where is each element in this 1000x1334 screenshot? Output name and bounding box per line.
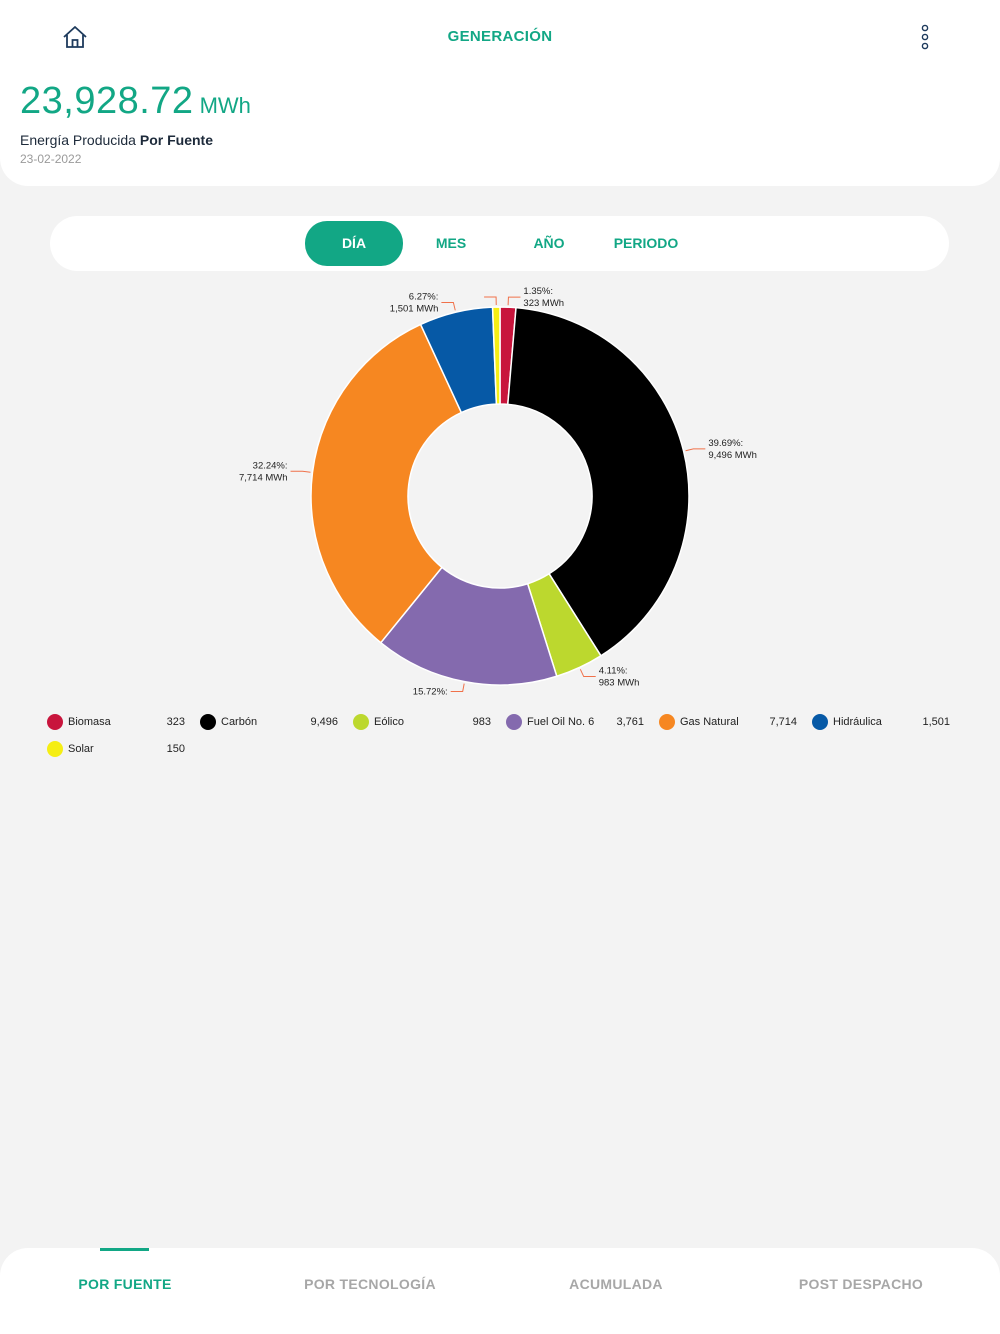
- data-label-gas-natural: 32.24%: 7,714 MWh: [239, 460, 288, 483]
- legend-label: Biomasa: [68, 716, 111, 728]
- data-label-fuel-oil-no-6: 15.72%:: [413, 686, 448, 697]
- leader-line-eolico: [579, 669, 596, 678]
- leader-line-biomasa: [507, 296, 521, 306]
- header: GENERACIÓN 23,928.72 MWh Energía Producid…: [0, 0, 1000, 186]
- home-button[interactable]: [60, 22, 90, 52]
- legend-value: 3,761: [616, 716, 644, 728]
- subtitle: Energía Producida Por Fuente: [20, 132, 213, 148]
- legend-color-dot: [200, 714, 216, 730]
- period-tabs: DÍA MES AÑO PERIODO: [50, 216, 949, 271]
- home-icon: [63, 26, 87, 48]
- legend-item[interactable]: Biomasa 323: [40, 710, 193, 732]
- legend-value: 7,714: [769, 716, 797, 728]
- data-label-carbon: 39.69%: 9,496 MWh: [708, 438, 757, 461]
- leader-line-hidraulica: [441, 302, 456, 311]
- legend-color-dot: [506, 714, 522, 730]
- legend-item[interactable]: Eólico 983: [346, 710, 499, 732]
- data-label-eolico: 4.11%: 983 MWh: [599, 666, 640, 689]
- legend-value: 323: [166, 716, 185, 728]
- tab-ano[interactable]: AÑO: [533, 235, 565, 251]
- tab-dia[interactable]: DÍA: [305, 221, 403, 266]
- legend-color-dot: [812, 714, 828, 730]
- legend-label: Gas Natural: [680, 716, 739, 728]
- subtitle-bold: Por Fuente: [139, 132, 213, 148]
- legend-item[interactable]: Carbón 9,496: [193, 710, 346, 732]
- leader-line-fuel-oil-no-6: [450, 683, 465, 692]
- nav-post-despacho[interactable]: POST DESPACHO: [798, 1276, 924, 1292]
- leader-line-carbon: [685, 448, 706, 452]
- page-title: GENERACIÓN: [447, 28, 553, 45]
- legend-item[interactable]: Fuel Oil No. 6 3,761: [499, 710, 652, 732]
- total-unit: MWh: [199, 93, 251, 118]
- leader-line-solar: [484, 296, 497, 306]
- legend-value: 983: [472, 716, 491, 728]
- legend-color-dot: [659, 714, 675, 730]
- legend-color-dot: [47, 741, 63, 757]
- legend-item[interactable]: Solar 150: [40, 737, 193, 759]
- report-date: 23-02-2022: [20, 152, 82, 166]
- bottom-nav: POR FUENTE POR TECNOLOGÍA ACUMULADA POST…: [0, 1248, 1000, 1334]
- subtitle-prefix: Energía Producida: [20, 132, 136, 148]
- tab-mes[interactable]: MES: [435, 235, 467, 251]
- nav-acumulada[interactable]: ACUMULADA: [569, 1276, 663, 1292]
- total-energy: 23,928.72 MWh: [20, 80, 251, 123]
- nav-por-tecnologia[interactable]: POR TECNOLOGÍA: [304, 1276, 436, 1292]
- slice-solar[interactable]: [491, 306, 501, 405]
- data-label-biomasa: 1.35%: 323 MWh: [523, 286, 564, 309]
- tab-periodo[interactable]: PERIODO: [613, 235, 679, 251]
- legend-value: 1,501: [922, 716, 950, 728]
- nav-por-fuente[interactable]: POR FUENTE: [78, 1276, 172, 1292]
- more-options-button[interactable]: [913, 22, 937, 52]
- legend-label: Hidráulica: [833, 716, 882, 728]
- slice-fuel-oil-no-6[interactable]: [379, 566, 558, 686]
- more-vertical-icon: [921, 24, 929, 50]
- active-tab-indicator: [100, 1248, 149, 1251]
- slice-carbon[interactable]: [506, 306, 690, 657]
- legend-label: Carbón: [221, 716, 258, 728]
- legend-label: Eólico: [374, 716, 404, 728]
- legend-color-dot: [353, 714, 369, 730]
- legend-item[interactable]: Hidráulica 1,501: [805, 710, 958, 732]
- leader-line-gas-natural: [290, 470, 311, 473]
- slice-gas-natural[interactable]: [310, 323, 463, 644]
- legend-item[interactable]: Gas Natural 7,714: [652, 710, 805, 732]
- total-value: 23,928.72: [20, 80, 194, 122]
- legend-color-dot: [47, 714, 63, 730]
- legend-label: Fuel Oil No. 6: [527, 716, 595, 728]
- legend-value: 9,496: [310, 716, 338, 728]
- data-label-hidraulica: 6.27%: 1,501 MWh: [390, 292, 439, 315]
- legend-value: 150: [166, 743, 185, 755]
- legend-label: Solar: [68, 743, 94, 755]
- donut-chart: 1.35%: 323 MWh 39.69%: 9,496 MWh 4.11%: 983 M…: [239, 286, 757, 697]
